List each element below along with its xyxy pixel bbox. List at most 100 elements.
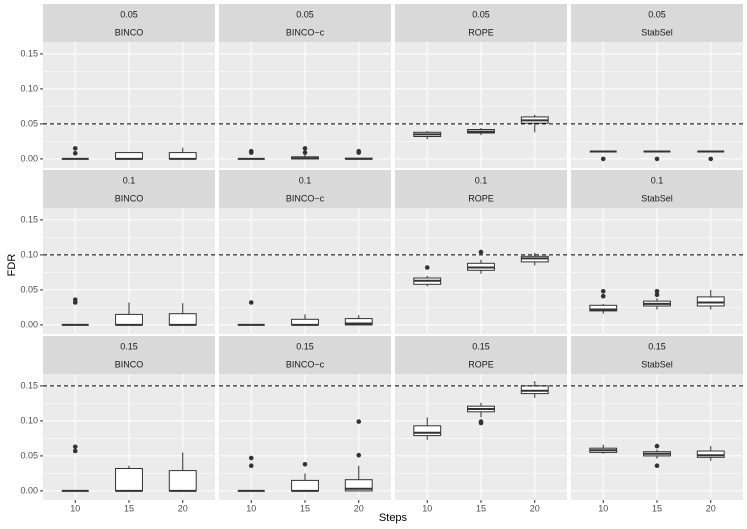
box xyxy=(115,313,143,326)
outlier xyxy=(356,419,362,424)
strip-label: 0.1 xyxy=(123,175,136,185)
y-tick-label: 0.10 xyxy=(20,83,38,93)
x-tick-label: 20 xyxy=(354,503,364,513)
outlier xyxy=(654,289,660,294)
strip-label: 0.15 xyxy=(120,341,138,351)
y-tick-label: 0.15 xyxy=(20,214,38,224)
strip xyxy=(395,170,567,208)
outlier xyxy=(356,452,362,458)
strip-label: 0.15 xyxy=(296,341,314,351)
outlier xyxy=(356,148,362,154)
strip-label: StabSel xyxy=(641,359,673,369)
strip-label: 0.05 xyxy=(648,9,666,19)
strip-label: BINCO xyxy=(115,193,144,203)
strip-label: 0.1 xyxy=(299,175,312,185)
outlier xyxy=(248,300,254,305)
x-axis-title: Steps xyxy=(379,512,408,524)
outlier xyxy=(72,297,78,303)
outlier xyxy=(302,146,308,151)
outlier xyxy=(302,150,308,155)
box xyxy=(168,313,197,326)
y-axis-title: FDR xyxy=(6,254,18,277)
outlier xyxy=(478,249,484,255)
strip-label: BINCO−c xyxy=(286,359,325,369)
x-tick-label: 15 xyxy=(300,503,310,513)
box xyxy=(344,479,373,492)
outlier xyxy=(654,463,660,469)
strip xyxy=(571,170,743,208)
strip xyxy=(43,4,215,42)
strip-label: 0.15 xyxy=(648,341,666,351)
strip xyxy=(395,336,567,374)
strip xyxy=(395,4,567,42)
strip-label: ROPE xyxy=(468,27,494,37)
outlier xyxy=(600,293,606,299)
y-tick-label: 0.05 xyxy=(20,450,38,460)
outlier xyxy=(72,146,78,151)
strip xyxy=(571,336,743,374)
strip-label: 0.15 xyxy=(472,341,490,351)
y-tick-label: 0.05 xyxy=(20,118,38,128)
strip xyxy=(43,170,215,208)
box xyxy=(115,468,143,492)
outlier xyxy=(302,462,308,467)
x-tick-label: 20 xyxy=(178,503,188,513)
strip xyxy=(43,336,215,374)
x-tick-label: 10 xyxy=(598,503,608,513)
strip-label: StabSel xyxy=(641,193,673,203)
y-tick-label: 0.15 xyxy=(20,380,38,390)
box xyxy=(168,470,197,492)
strip-label: 0.1 xyxy=(475,175,488,185)
outlier xyxy=(708,156,714,162)
strip-label: ROPE xyxy=(468,359,494,369)
outlier xyxy=(654,443,660,449)
strip xyxy=(219,4,391,42)
x-tick-label: 15 xyxy=(652,503,662,513)
box xyxy=(696,450,725,458)
strip-label: 0.1 xyxy=(651,175,664,185)
box xyxy=(589,304,618,312)
strip xyxy=(219,170,391,208)
outlier xyxy=(72,448,78,454)
x-tick-label: 10 xyxy=(246,503,256,513)
strip-label: 0.05 xyxy=(472,9,490,19)
strip-label: BINCO−c xyxy=(286,27,325,37)
strip xyxy=(219,336,391,374)
outlier xyxy=(654,292,660,298)
x-tick-label: 20 xyxy=(706,503,716,513)
box xyxy=(291,479,319,492)
outlier xyxy=(478,419,484,424)
y-tick-label: 0.00 xyxy=(20,319,38,329)
x-tick-label: 10 xyxy=(70,503,80,513)
strip-label: StabSel xyxy=(641,27,673,37)
outlier xyxy=(72,444,78,450)
strip-label: 0.05 xyxy=(296,9,314,19)
y-tick-label: 0.00 xyxy=(20,485,38,495)
outlier xyxy=(248,463,254,469)
outlier xyxy=(600,156,606,162)
y-tick-label: 0.00 xyxy=(20,153,38,163)
outlier xyxy=(72,151,78,156)
box xyxy=(344,318,373,326)
strip-label: BINCO xyxy=(115,27,144,37)
x-tick-label: 15 xyxy=(476,503,486,513)
strip xyxy=(571,4,743,42)
x-tick-label: 20 xyxy=(530,503,540,513)
y-tick-label: 0.10 xyxy=(20,415,38,425)
outlier xyxy=(248,455,254,461)
x-tick-label: 10 xyxy=(422,503,432,513)
y-tick-label: 0.15 xyxy=(20,48,38,58)
strip-label: 0.05 xyxy=(120,9,138,19)
strip-label: BINCO−c xyxy=(286,193,325,203)
box xyxy=(520,385,549,395)
outlier xyxy=(654,156,660,162)
y-tick-label: 0.05 xyxy=(20,284,38,294)
strip-label: ROPE xyxy=(468,193,494,203)
strip-label: BINCO xyxy=(115,359,144,369)
box xyxy=(696,296,725,307)
y-tick-label: 0.10 xyxy=(20,249,38,259)
x-tick-label: 15 xyxy=(124,503,134,513)
outlier xyxy=(424,265,430,270)
outlier xyxy=(248,148,254,154)
